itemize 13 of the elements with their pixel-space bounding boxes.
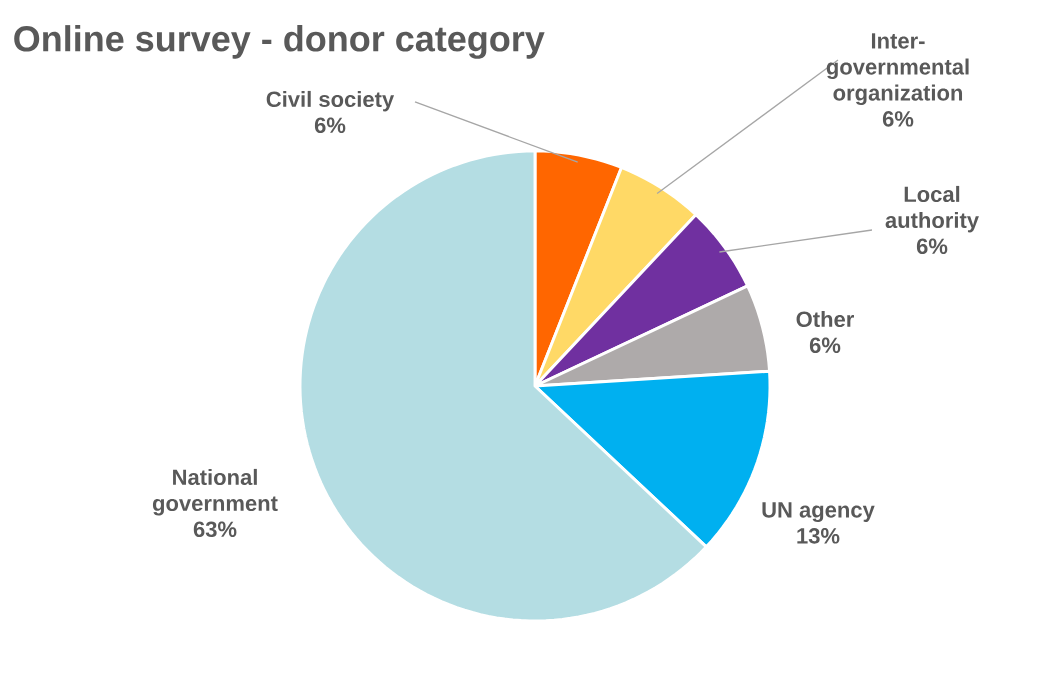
data-label: 13% [797, 528, 840, 544]
slice-label: Local authority [885, 185, 979, 233]
slice-label: Civil society [266, 90, 395, 112]
data-label: 6% [314, 117, 346, 134]
data-label: 6% [882, 111, 914, 127]
slice-label: National government [152, 468, 278, 516]
chart-title: Online survey - donor category [14, 25, 545, 59]
slice-label: UN agency [762, 502, 875, 523]
data-label: 6% [809, 337, 841, 354]
slice-label: Inter-governmental organization [826, 33, 969, 106]
data-label: 63% [193, 521, 237, 538]
slice-label: Other [796, 310, 854, 328]
data-label: 6% [916, 238, 948, 255]
